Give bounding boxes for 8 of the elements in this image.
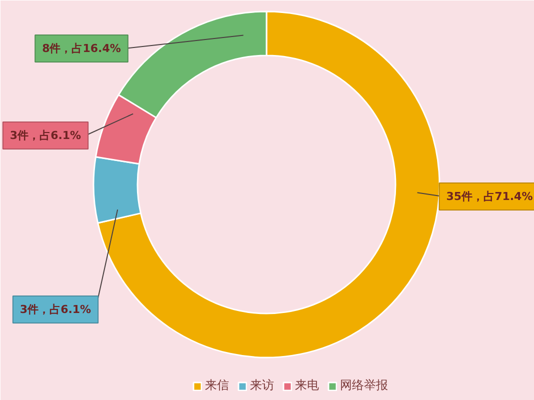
legend-label: 来电 xyxy=(295,377,319,394)
legend-label: 来信 xyxy=(205,377,229,394)
data-label: 8件，占16.4% xyxy=(42,42,121,55)
data-label: 35件，占71.4% xyxy=(446,190,533,203)
data-label: 3件，占6.1% xyxy=(20,303,92,316)
legend-label: 来访 xyxy=(250,377,274,394)
legend-label: 网络举报 xyxy=(340,377,388,394)
data-label: 3件，占6.1% xyxy=(10,129,82,142)
